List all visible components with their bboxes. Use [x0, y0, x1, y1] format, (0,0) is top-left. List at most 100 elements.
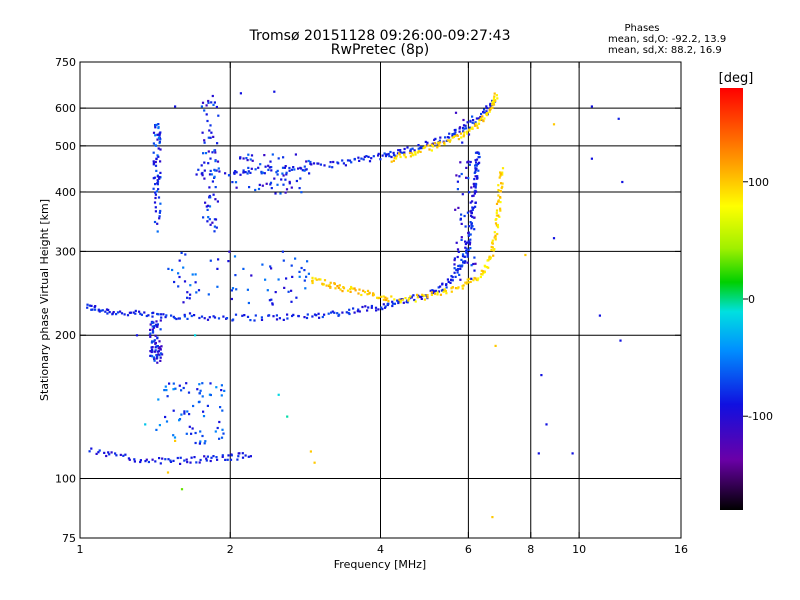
cluster-point: [194, 281, 197, 284]
trace-point: [475, 190, 478, 193]
trace-point: [470, 227, 473, 230]
cluster-point: [156, 337, 159, 340]
trace-point: [157, 313, 160, 316]
trace-point: [212, 315, 215, 318]
cluster-point: [182, 386, 185, 390]
trace-point: [249, 455, 252, 458]
trace-point: [176, 456, 179, 460]
cluster-point: [155, 357, 158, 360]
cluster-point: [468, 163, 471, 166]
cluster-point: [197, 289, 201, 292]
trace-point: [380, 306, 383, 309]
trace-point: [449, 281, 452, 284]
trace-point: [482, 119, 485, 122]
trace-point: [123, 313, 126, 316]
trace-point: [342, 286, 345, 289]
trace-point: [492, 254, 495, 257]
cluster-point: [469, 210, 472, 213]
trace-point: [474, 121, 477, 124]
trace-point: [499, 174, 502, 177]
cluster-point: [156, 324, 159, 327]
trace-point: [160, 316, 163, 319]
trace-point: [139, 312, 142, 315]
cluster-point: [187, 391, 191, 394]
cluster-point: [150, 350, 153, 354]
trace-point: [206, 455, 209, 458]
cluster-point: [284, 191, 287, 194]
trace-point: [88, 450, 91, 453]
trace-point: [107, 308, 110, 312]
scatter-point: [313, 461, 316, 464]
trace-point: [468, 128, 471, 131]
cluster-point: [271, 153, 274, 156]
trace-point: [167, 458, 170, 461]
cluster-point: [464, 246, 467, 249]
trace-point: [216, 458, 219, 461]
trace-point: [91, 308, 94, 311]
trace-point: [430, 143, 433, 146]
cluster-point: [265, 182, 268, 185]
trace-point: [303, 316, 306, 319]
cluster-point: [250, 154, 254, 157]
cluster-point: [249, 171, 252, 174]
cluster-point: [462, 260, 465, 263]
cluster-point: [264, 165, 267, 168]
trace-point: [497, 194, 500, 197]
trace-point: [469, 214, 473, 217]
trace-point: [485, 266, 488, 269]
trace-point: [253, 319, 256, 322]
cluster-point: [154, 334, 157, 337]
cluster-point: [164, 385, 167, 388]
trace-point: [443, 141, 446, 144]
cluster-point: [153, 358, 156, 361]
cluster-point: [168, 382, 171, 385]
trace-point: [433, 292, 437, 295]
trace-point: [428, 148, 431, 151]
trace-point: [493, 248, 496, 251]
cluster-point: [165, 389, 168, 392]
cluster-point: [219, 406, 222, 409]
trace-point: [438, 144, 441, 147]
trace-point: [419, 296, 422, 299]
cluster-point: [468, 243, 471, 246]
trace-point: [477, 162, 480, 166]
trace-point: [234, 170, 237, 173]
trace-point: [499, 171, 502, 174]
trace-point: [495, 202, 499, 205]
trace-point: [427, 144, 430, 147]
cluster-point: [466, 252, 469, 255]
trace-point: [188, 312, 192, 315]
cluster-point: [254, 168, 257, 171]
trace-point: [215, 169, 218, 172]
cluster-point: [151, 328, 154, 331]
trace-point: [329, 281, 332, 284]
x-tick-label: 8: [527, 543, 534, 556]
cluster-point: [156, 182, 159, 185]
trace-point: [409, 155, 412, 158]
trace-point: [100, 309, 103, 312]
trace-point: [485, 110, 488, 113]
trace-point: [487, 266, 490, 269]
trace-point: [414, 151, 417, 154]
trace-point: [451, 134, 454, 137]
trace-point: [450, 290, 453, 293]
cluster-point: [183, 412, 186, 415]
cluster-point: [242, 267, 245, 270]
trace-point: [483, 264, 486, 267]
trace-point: [97, 309, 100, 312]
cluster-point: [473, 216, 476, 219]
trace-point: [417, 147, 420, 150]
cluster-point: [282, 174, 285, 177]
trace-point: [455, 133, 458, 137]
cluster-point: [189, 284, 192, 287]
trace-point: [111, 312, 114, 315]
trace-point: [179, 462, 182, 465]
trace-point: [232, 318, 235, 321]
cluster-point: [216, 267, 219, 270]
trace-point: [492, 249, 495, 252]
trace-point: [247, 455, 250, 458]
trace-point: [458, 130, 461, 133]
trace-point: [382, 298, 385, 301]
cluster-point: [201, 382, 204, 385]
trace-point: [476, 151, 479, 154]
